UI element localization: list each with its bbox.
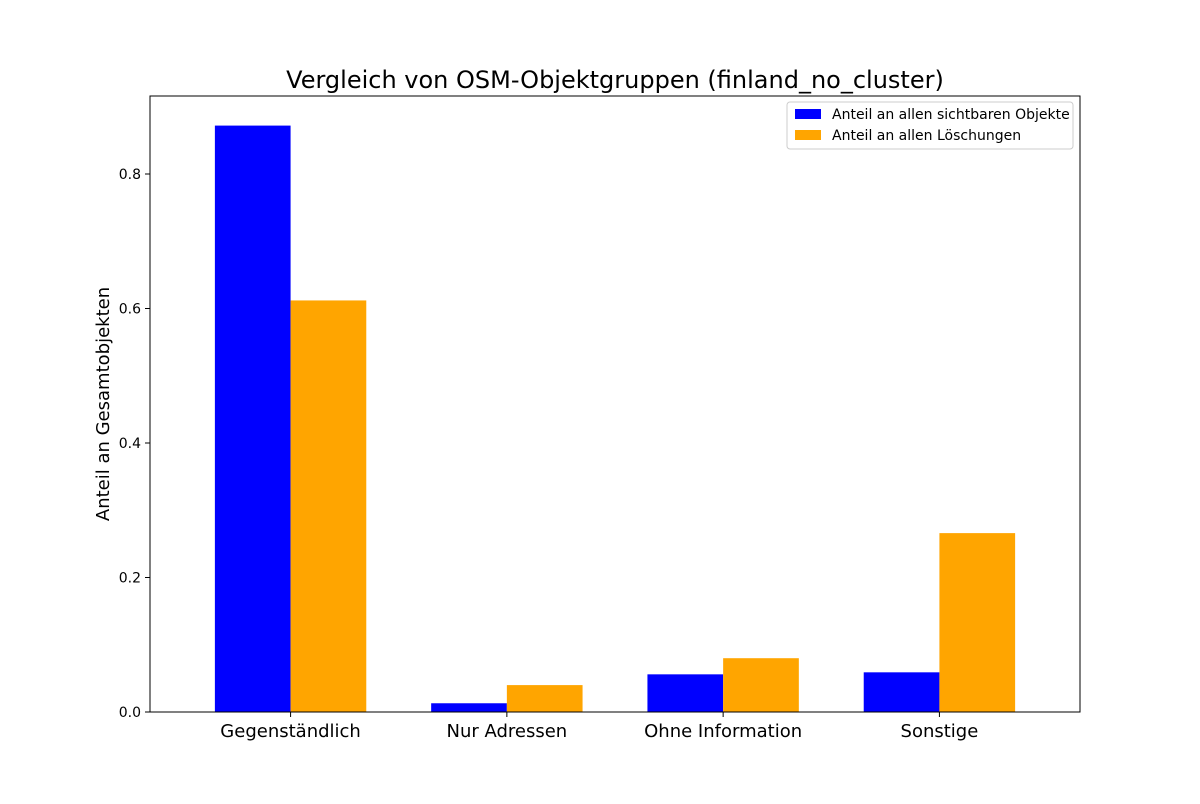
y-tick-label: 0.2 xyxy=(119,571,141,587)
bar-visible-objects-gegenst-ndlich xyxy=(214,125,291,712)
legend-swatch-deletions xyxy=(795,130,821,140)
bars-layer xyxy=(214,125,1016,712)
y-tick-label: 0.8 xyxy=(119,167,141,183)
legend-swatch-visible-objects xyxy=(795,109,821,119)
legend-label-visible-objects: Anteil an allen sichtbaren Objekte xyxy=(832,107,1070,123)
y-tick-label: 0.6 xyxy=(119,302,141,318)
bar-visible-objects-ohne-information xyxy=(647,674,724,712)
x-tick-label: Nur Adressen xyxy=(446,721,567,742)
chart-title: Vergleich von OSM-Objektgruppen (finland… xyxy=(286,66,944,94)
y-axis-ticks: 0.0 0.2 0.4 0.6 0.8 xyxy=(119,167,150,721)
x-axis-ticks: Gegenständlich Nur Adressen Ohne Informati… xyxy=(220,712,978,742)
bar-deletions-sonstige xyxy=(939,533,1016,712)
plot-area-frame xyxy=(149,95,1081,713)
bar-deletions-ohne-information xyxy=(723,658,799,712)
y-tick-label: 0.0 xyxy=(119,705,141,721)
bar-deletions-gegenst-ndlich xyxy=(290,300,367,712)
bar-deletions-nur-adressen xyxy=(506,685,583,712)
x-tick-label: Gegenständlich xyxy=(220,721,361,742)
legend: Anteil an allen sichtbaren Objekte Antei… xyxy=(786,101,1074,150)
legend-label-deletions: Anteil an allen Löschungen xyxy=(832,128,1021,144)
bar-visible-objects-sonstige xyxy=(863,672,940,712)
y-tick-label: 0.4 xyxy=(119,436,141,452)
y-axis-label: Anteil an Gesamtobjekten xyxy=(93,287,114,521)
x-tick-label: Sonstige xyxy=(901,721,979,742)
legend-box xyxy=(786,101,1074,150)
x-tick-label: Ohne Information xyxy=(644,721,802,742)
bar-visible-objects-nur-adressen xyxy=(431,703,507,712)
